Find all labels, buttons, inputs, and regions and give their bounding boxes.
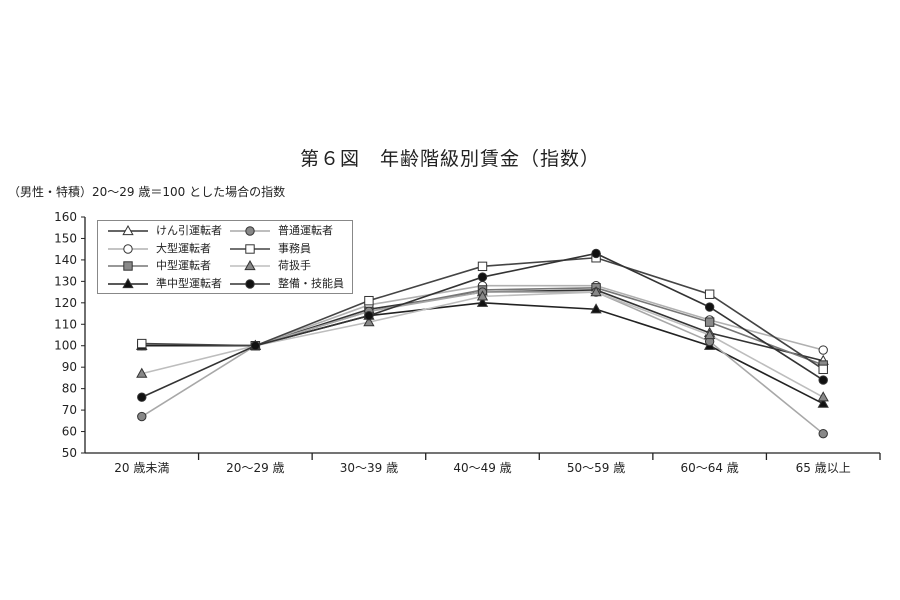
data-point [250,341,261,351]
y-tick-label: 130 [54,274,77,288]
y-tick-label: 160 [54,210,77,224]
data-point [477,261,488,272]
data-point [136,367,148,378]
data-point [476,290,489,301]
legend-label: 準中型運転者 [156,276,222,290]
legend-label: 大型運転者 [156,241,211,255]
legend-item: 荷扱手 [228,257,311,275]
y-tick-label: 50 [62,446,77,460]
legend-item: 中型運転者 [106,257,211,275]
legend-swatch [108,224,148,236]
legend-swatch [108,243,148,254]
series-5 [137,287,828,439]
legend-label: けん引運転者 [156,224,222,237]
legend-swatch [230,278,270,289]
data-point [817,397,829,408]
data-point [818,364,828,375]
data-point [476,296,489,307]
legend-marker [122,224,134,236]
y-tick-label: 110 [54,317,77,331]
x-tick-label: 40～49 歳 [453,461,511,475]
legend-marker [122,277,134,288]
legend: けん引運転者 大型運転者中型運転者準中型運転者 普通運転者事務員荷扱手整備・技能員 [97,220,353,294]
data-point [818,375,828,385]
data-point [704,289,715,299]
data-point [591,248,601,259]
x-tick-label: 50～59 歳 [567,461,625,475]
legend-swatch [108,261,148,271]
legend-marker [123,261,133,271]
legend-marker [123,243,133,254]
legend-item: 普通運転者 [228,222,333,240]
x-tick-label: 20～29 歳 [226,461,284,475]
y-tick-label: 150 [54,231,77,245]
data-point [703,328,716,340]
chart-subtitle: （男性・特積）20～29 歳＝100 とした場合の指数 [8,185,286,199]
data-point [590,286,602,297]
data-point [364,310,374,321]
legend-marker [244,259,256,271]
y-tick-label: 140 [54,253,77,267]
data-point [818,428,828,439]
chart-title: 第６図 年齢階級別賃金（指数） [299,148,600,170]
legend-label: 普通運転者 [278,224,333,237]
data-point [364,295,374,306]
legend-swatch [108,277,148,288]
x-tick-label: 20 歳未満 [114,461,169,475]
y-tick-label: 100 [54,339,77,353]
series-line [141,291,824,435]
x-tick-label: 65 歳以上 [796,461,851,475]
legend-item: 整備・技能員 [228,275,344,293]
legend-label: 整備・技能員 [278,276,344,290]
legend-swatch [230,243,270,254]
data-point [704,317,715,327]
legend-item: けん引運転者 [106,222,222,240]
series-line [141,291,824,398]
data-point [704,302,715,312]
data-point [137,411,147,422]
data-point [137,392,147,402]
data-point [137,338,147,349]
data-point [817,391,829,402]
series-8 [137,248,828,402]
y-tick-label: 60 [62,425,77,439]
legend-label: 事務員 [278,241,311,255]
legend-item: 準中型運転者 [106,275,222,293]
x-tick-label: 30～39 歳 [340,461,398,475]
legend-item: 事務員 [228,240,311,258]
data-point [590,303,602,314]
x-tick-label: 60～64 歳 [680,461,738,475]
legend-item: 大型運転者 [106,240,211,258]
data-point [363,316,375,327]
y-tick-label: 90 [62,360,77,374]
data-point [477,272,488,282]
y-tick-label: 120 [54,296,77,310]
legend-marker [245,226,255,236]
data-point [818,345,828,355]
y-tick-label: 80 [62,382,77,396]
legend-marker [245,278,255,289]
legend-marker [245,243,255,254]
y-tick-label: 70 [62,403,77,417]
legend-swatch [230,259,270,271]
legend-label: 中型運転者 [156,259,211,272]
legend-swatch [230,226,270,236]
legend-label: 荷扱手 [278,259,311,272]
